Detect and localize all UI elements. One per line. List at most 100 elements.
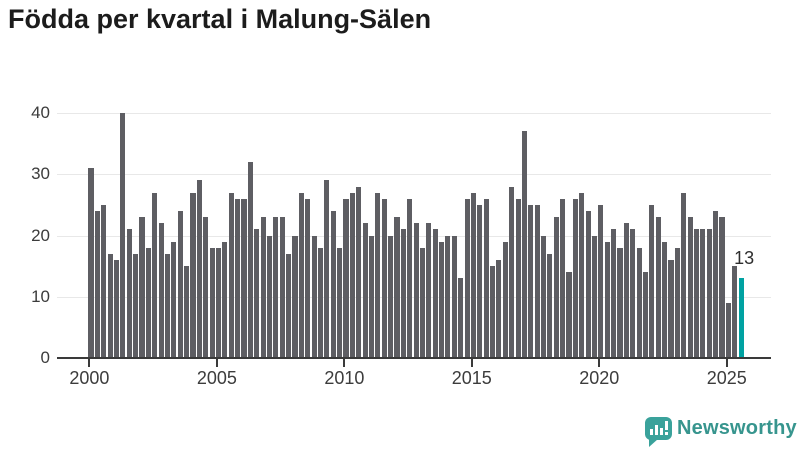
bar [209, 247, 215, 359]
bar [528, 204, 534, 358]
bar [241, 198, 247, 359]
bar [349, 192, 355, 358]
x-tick-mark [598, 359, 601, 367]
bar [470, 192, 476, 358]
bar [94, 211, 100, 358]
bar [700, 229, 706, 358]
bar [324, 180, 330, 358]
bar [617, 247, 623, 359]
chart-title: Födda per kvartal i Malung-Sälen [8, 4, 432, 34]
bar [356, 186, 362, 358]
bar [164, 253, 171, 358]
bar [464, 198, 470, 359]
logo-bar-icon [650, 429, 653, 435]
newsworthy-logo-icon [645, 417, 672, 440]
bar [681, 192, 687, 358]
bar [88, 168, 94, 358]
bar [311, 235, 317, 358]
bar [113, 260, 120, 358]
bar [368, 235, 375, 358]
bar [196, 180, 202, 358]
bar [477, 204, 483, 358]
bar [400, 229, 406, 358]
bar [235, 198, 241, 359]
bar [101, 204, 107, 358]
bar [655, 217, 661, 358]
bar [337, 247, 343, 359]
bar [184, 266, 190, 358]
bar [642, 272, 649, 359]
bar [604, 241, 610, 358]
bar [693, 229, 700, 358]
bar [330, 211, 336, 358]
bar [419, 247, 425, 359]
y-tick-label: 40 [31, 103, 50, 122]
bar [725, 302, 731, 358]
bar [458, 278, 464, 358]
x-axis-line [57, 357, 771, 359]
bar [152, 192, 158, 358]
bar [381, 198, 387, 359]
bar [145, 247, 151, 359]
x-tick-mark [470, 359, 473, 367]
bar [732, 266, 738, 358]
bar [483, 198, 489, 359]
y-tick-label: 20 [31, 226, 50, 245]
bar [445, 235, 451, 358]
bar [317, 247, 324, 359]
bar-highlighted [738, 278, 744, 358]
bar [579, 192, 585, 358]
x-tick-label: 2000 [69, 368, 110, 388]
bar [222, 241, 228, 358]
bar [432, 229, 438, 358]
bar [553, 217, 559, 358]
bar [394, 217, 400, 358]
x-tick-label: 2010 [324, 368, 365, 388]
bar [177, 211, 183, 358]
bar [719, 217, 725, 358]
y-tick-label: 30 [31, 164, 50, 183]
bar [343, 198, 349, 359]
bar [566, 272, 572, 359]
bar [547, 253, 553, 358]
bar [521, 131, 527, 358]
bar [107, 253, 113, 358]
bar [247, 162, 253, 358]
bar [120, 113, 126, 358]
x-tick-mark [215, 359, 218, 367]
bar [636, 247, 642, 359]
bar [585, 211, 591, 358]
logo-exclamation-icon [665, 421, 668, 430]
bar [260, 217, 266, 358]
bar [674, 247, 680, 359]
logo-speech-tail [649, 439, 658, 447]
y-tick-label: 0 [40, 348, 50, 367]
y-tick-label: 10 [31, 287, 50, 306]
bar [286, 253, 292, 358]
bar [133, 253, 139, 358]
bar [273, 217, 279, 358]
x-tick-label: 2020 [579, 368, 620, 388]
bar [426, 223, 432, 359]
bar [687, 217, 693, 358]
x-tick-mark [343, 359, 346, 367]
bar [215, 247, 222, 359]
bar [413, 223, 419, 359]
bar [158, 223, 164, 359]
bar [630, 229, 636, 358]
bar [139, 217, 145, 358]
bar [362, 223, 368, 359]
bar [439, 241, 445, 358]
x-tick-label: 2005 [196, 368, 237, 388]
x-tick-label: 2025 [706, 368, 747, 388]
bar [649, 204, 655, 358]
logo-bar-icon [660, 428, 663, 435]
bar [451, 235, 457, 358]
bar [203, 217, 209, 358]
bar [254, 229, 260, 358]
x-tick-mark [88, 359, 91, 367]
bar [623, 223, 629, 359]
gridline [57, 174, 771, 175]
bar [388, 235, 394, 358]
